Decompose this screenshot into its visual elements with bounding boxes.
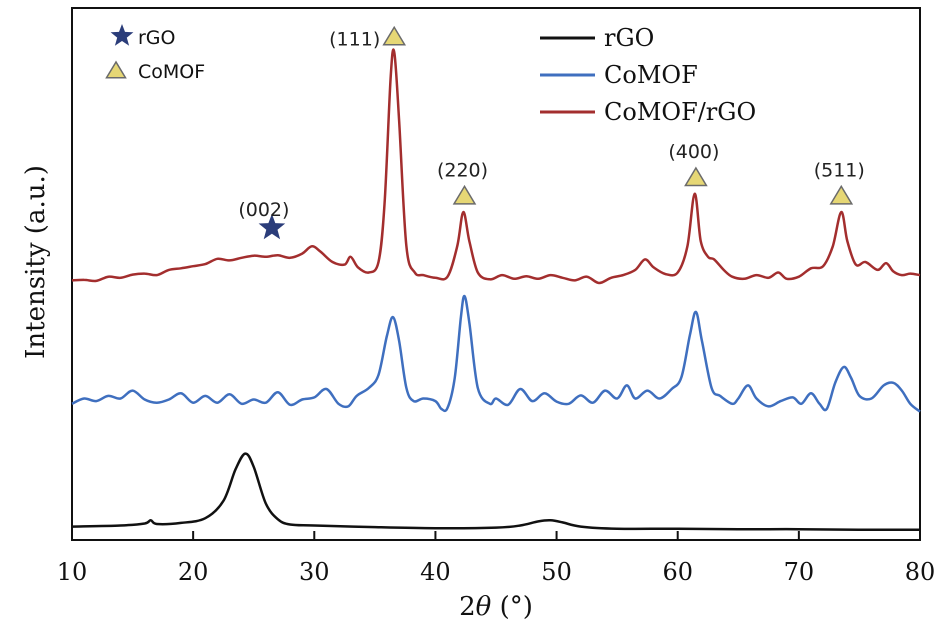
legend-comof-rgo-label: CoMOF/rGO (604, 98, 756, 126)
peak-label-220: (220) (437, 159, 488, 181)
peak-annotations: (002) (111) (220) (400) (511) (238, 25, 865, 240)
x-tick-label-70: 70 (784, 558, 815, 586)
x-tick-label-30: 30 (299, 558, 330, 586)
marker-legend-triangle-icon (105, 60, 127, 79)
legend-comof-label: CoMOF (604, 61, 698, 89)
x-tick-label-10: 10 (57, 558, 88, 586)
series-line-comof-rgo (71, 48, 921, 285)
series-line-rgo (71, 452, 920, 532)
x-tick-label-80: 80 (905, 558, 936, 586)
y-axis-title: Intensity (a.u.) (21, 165, 51, 359)
peak-star-icon-002 (258, 213, 286, 240)
peak-triangle-icon-220 (452, 184, 477, 205)
peak-triangle-icon-511 (829, 184, 854, 205)
x-axis: 10 20 30 40 50 60 70 80 (57, 531, 936, 586)
x-tick-label-60: 60 (662, 558, 693, 586)
x-tick-label-20: 20 (178, 558, 209, 586)
marker-legend-comof-label: CoMOF (138, 61, 205, 83)
series-layer (71, 48, 921, 532)
x-axis-title: 2θ (°) (459, 592, 533, 622)
peak-label-002: (002) (238, 199, 289, 221)
series-line-comof (71, 294, 921, 413)
series-legend: rGO CoMOF CoMOF/rGO (540, 24, 756, 126)
marker-legend: rGO CoMOF (105, 24, 205, 83)
legend-rgo-label: rGO (604, 24, 654, 52)
peak-label-511: (511) (814, 159, 865, 181)
peak-label-111: (111) (329, 28, 380, 50)
marker-legend-star-icon (110, 24, 134, 46)
peak-triangle-icon-400 (684, 166, 708, 187)
x-tick-label-50: 50 (541, 558, 572, 586)
plot-frame (71, 7, 921, 541)
peak-label-400: (400) (668, 141, 719, 163)
marker-legend-rgo-label: rGO (138, 27, 176, 49)
x-tick-label-40: 40 (420, 558, 451, 586)
peak-triangle-icon-111 (382, 25, 407, 46)
